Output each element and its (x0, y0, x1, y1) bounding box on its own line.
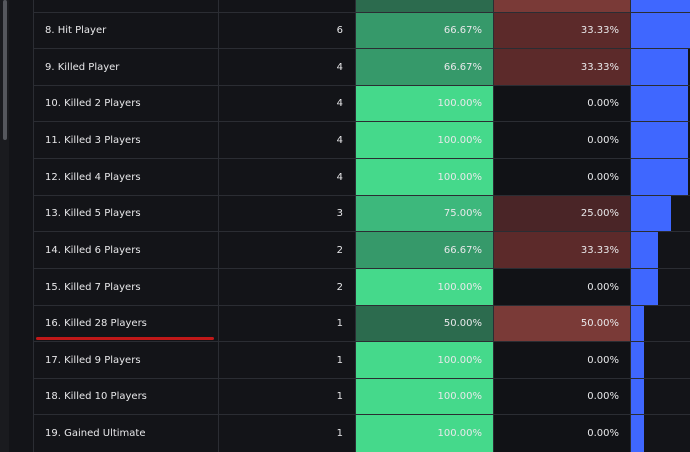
loss-rate-cell: 33.33% (494, 49, 631, 85)
row-label: 14. Killed 6 Players (34, 232, 219, 268)
win-rate-cell: 66.67% (356, 49, 494, 85)
win-rate-cell: 50.00% (356, 306, 494, 341)
bar-cell (631, 122, 690, 158)
frequency-bar (631, 232, 658, 268)
row-label: 12. Killed 4 Players (34, 159, 219, 195)
win-rate-cell: 100.00% (356, 415, 494, 452)
win-rate-cell (356, 0, 494, 12)
table-row[interactable]: 8. Hit Player 6 66.67% 33.33% (34, 12, 690, 48)
table-row[interactable]: 18. Killed 10 Players 1 100.00% 0.00% (34, 378, 690, 414)
row-label: 17. Killed 9 Players (34, 342, 219, 378)
red-underline-annotation (36, 337, 214, 340)
win-rate-cell: 100.00% (356, 379, 494, 414)
row-label: 15. Killed 7 Players (34, 269, 219, 305)
row-label: 16. Killed 28 Players (34, 306, 219, 341)
bar-cell (631, 269, 690, 305)
frequency-bar (631, 0, 690, 12)
frequency-bar (631, 306, 645, 341)
bar-cell (631, 13, 690, 48)
frequency-bar (631, 49, 688, 85)
row-label: 13. Killed 5 Players (34, 196, 219, 231)
win-rate-cell: 66.67% (356, 13, 494, 48)
row-count: 2 (219, 232, 356, 268)
bar-cell (631, 86, 690, 121)
row-count: 1 (219, 415, 356, 452)
loss-rate-cell: 0.00% (494, 269, 631, 305)
frequency-bar (631, 196, 671, 231)
row-label: 19. Gained Ultimate (34, 415, 219, 452)
row-count: 4 (219, 49, 356, 85)
frequency-bar (631, 122, 688, 158)
row-count: 4 (219, 159, 356, 195)
table-row[interactable] (34, 0, 690, 12)
row-count: 1 (219, 342, 356, 378)
bar-cell (631, 49, 690, 85)
loss-rate-cell: 33.33% (494, 232, 631, 268)
loss-rate-cell: 0.00% (494, 122, 631, 158)
bar-cell (631, 159, 690, 195)
table-row[interactable]: 19. Gained Ultimate 1 100.00% 0.00% (34, 414, 690, 452)
bar-cell (631, 306, 690, 341)
row-count: 6 (219, 13, 356, 48)
bar-cell (631, 0, 690, 12)
win-rate-cell: 66.67% (356, 232, 494, 268)
win-rate-cell: 100.00% (356, 122, 494, 158)
table-row[interactable]: 14. Killed 6 Players 2 66.67% 33.33% (34, 231, 690, 268)
row-label: 9. Killed Player (34, 49, 219, 85)
frequency-bar (631, 379, 645, 414)
row-label: 10. Killed 2 Players (34, 86, 219, 121)
table-row[interactable]: 11. Killed 3 Players 4 100.00% 0.00% (34, 121, 690, 158)
bar-cell (631, 415, 690, 452)
bar-cell (631, 196, 690, 231)
loss-rate-cell: 0.00% (494, 159, 631, 195)
win-rate-cell: 100.00% (356, 269, 494, 305)
stats-table: 8. Hit Player 6 66.67% 33.33% 9. Killed Play… (33, 0, 690, 452)
row-count: 2 (219, 269, 356, 305)
loss-rate-cell: 50.00% (494, 306, 631, 341)
loss-rate-cell: 33.33% (494, 13, 631, 48)
scrollbar-thumb[interactable] (3, 0, 7, 140)
frequency-bar (631, 13, 690, 48)
loss-rate-cell: 25.00% (494, 196, 631, 231)
win-rate-cell: 100.00% (356, 159, 494, 195)
table-row[interactable]: 17. Killed 9 Players 1 100.00% 0.00% (34, 341, 690, 378)
row-count: 1 (219, 379, 356, 414)
loss-rate-cell: 0.00% (494, 342, 631, 378)
frequency-bar (631, 86, 688, 121)
loss-rate-cell: 0.00% (494, 86, 631, 121)
frequency-bar (631, 269, 658, 305)
win-rate-cell: 75.00% (356, 196, 494, 231)
win-rate-cell: 100.00% (356, 86, 494, 121)
table-row[interactable]: 15. Killed 7 Players 2 100.00% 0.00% (34, 268, 690, 305)
row-count: 4 (219, 122, 356, 158)
frequency-bar (631, 159, 688, 195)
table-row[interactable]: 12. Killed 4 Players 4 100.00% 0.00% (34, 158, 690, 195)
frequency-bar (631, 342, 645, 378)
vertical-scrollbar[interactable] (0, 0, 9, 452)
table-row[interactable]: 13. Killed 5 Players 3 75.00% 25.00% (34, 195, 690, 231)
table-row[interactable]: 16. Killed 28 Players 1 50.00% 50.00% (34, 305, 690, 341)
bar-cell (631, 379, 690, 414)
row-count: 1 (219, 306, 356, 341)
row-label: 11. Killed 3 Players (34, 122, 219, 158)
row-count: 4 (219, 86, 356, 121)
row-label: 8. Hit Player (34, 13, 219, 48)
row-label (34, 0, 219, 12)
win-rate-cell: 100.00% (356, 342, 494, 378)
row-count (219, 0, 356, 12)
bar-cell (631, 342, 690, 378)
loss-rate-cell: 0.00% (494, 415, 631, 452)
table-row[interactable]: 10. Killed 2 Players 4 100.00% 0.00% (34, 85, 690, 121)
table-row[interactable]: 9. Killed Player 4 66.67% 33.33% (34, 48, 690, 85)
row-count: 3 (219, 196, 356, 231)
loss-rate-cell (494, 0, 631, 12)
bar-cell (631, 232, 690, 268)
loss-rate-cell: 0.00% (494, 379, 631, 414)
row-label: 18. Killed 10 Players (34, 379, 219, 414)
frequency-bar (631, 415, 645, 452)
